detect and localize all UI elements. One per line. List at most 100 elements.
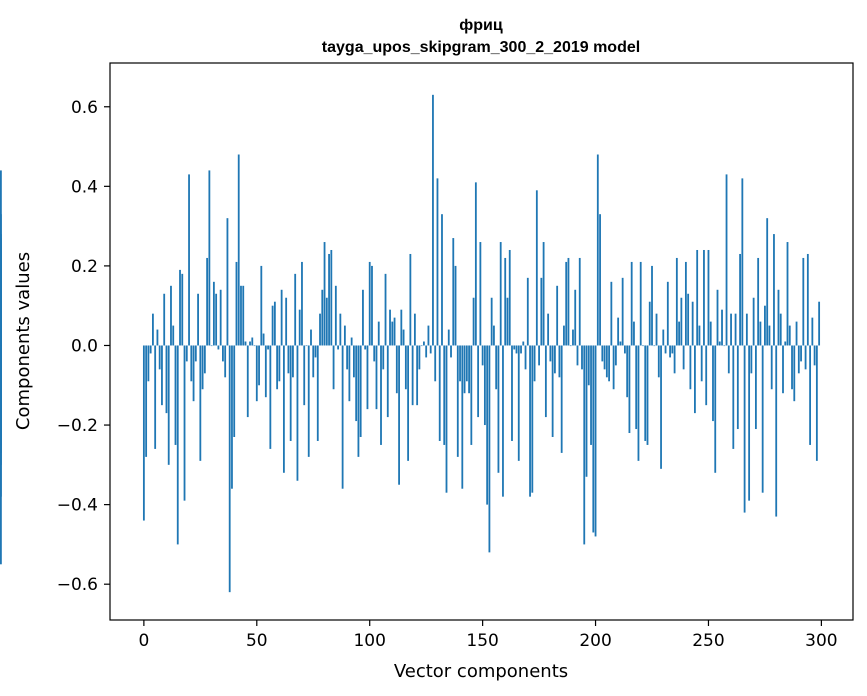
bar-241	[687, 293, 690, 346]
bar-174	[535, 190, 538, 346]
bar-172	[531, 345, 534, 493]
bar-285	[786, 242, 789, 346]
bar-230	[662, 329, 665, 346]
bar-122	[418, 345, 421, 370]
bar-201	[596, 154, 599, 346]
bar-22	[192, 345, 195, 402]
bar-58	[273, 301, 276, 346]
bar-270	[752, 297, 755, 346]
bar-142	[463, 345, 466, 394]
bar-12	[170, 285, 172, 346]
bar-188	[567, 257, 570, 346]
bar-195	[583, 345, 586, 545]
y-tick-label: 0.6	[71, 98, 98, 118]
bar-48	[251, 337, 254, 346]
bar-168	[522, 341, 525, 346]
bar-74	[310, 329, 312, 346]
bar-103	[375, 345, 378, 410]
bar-95	[357, 345, 360, 457]
bar-148	[477, 345, 480, 418]
bar-278	[770, 345, 773, 390]
bar-254	[716, 289, 719, 346]
bar-93	[353, 345, 355, 378]
x-tick-label: 0	[138, 631, 149, 651]
bar-115	[402, 329, 405, 346]
bar-60	[278, 345, 281, 382]
bar-183	[556, 285, 559, 346]
bar-299	[818, 301, 821, 346]
bar-222	[644, 345, 647, 441]
bar-269	[750, 345, 753, 374]
bar-46	[246, 345, 249, 418]
bar-173	[533, 345, 536, 382]
bar-140	[459, 345, 461, 382]
bar-276	[766, 218, 769, 346]
bar-180	[549, 345, 552, 362]
bar-297	[813, 345, 816, 366]
bar-218	[635, 345, 638, 430]
bar-133	[443, 345, 446, 445]
bar-67	[294, 273, 297, 346]
bar-88	[341, 345, 344, 489]
bar-3	[149, 345, 152, 354]
bar-193	[578, 257, 581, 346]
bar-100	[368, 261, 371, 346]
bar-30	[210, 345, 213, 347]
bar-126	[427, 325, 430, 346]
bar-209	[614, 345, 617, 366]
bar-120	[413, 313, 416, 346]
bar-35	[222, 345, 224, 362]
bar-233	[669, 345, 671, 358]
bar-78	[319, 313, 321, 346]
bar-34	[219, 289, 222, 346]
bar-86	[337, 345, 339, 350]
bar-128	[432, 94, 434, 346]
bar-139	[456, 345, 459, 457]
bar-235	[673, 345, 676, 374]
bar-243	[691, 301, 694, 346]
bar-232	[666, 281, 669, 346]
bar-145	[470, 345, 473, 445]
bar-27	[203, 345, 206, 374]
bar-216	[630, 261, 633, 346]
bar-101	[371, 265, 373, 346]
bar-199	[592, 345, 595, 533]
bar-229	[660, 345, 662, 469]
bar-257	[723, 345, 726, 347]
bar-117	[407, 345, 410, 461]
bar-53	[262, 333, 265, 346]
bar-28	[206, 257, 209, 346]
bar-187	[565, 261, 568, 346]
bar-227	[655, 313, 658, 346]
bar-234	[671, 345, 674, 354]
bar-272	[757, 257, 760, 346]
bar-64	[287, 345, 290, 374]
bar-239	[682, 345, 685, 370]
bar-92	[350, 337, 353, 346]
bar-214	[626, 345, 629, 398]
bar-171	[529, 345, 531, 497]
bar-44	[242, 285, 245, 346]
bar-41	[235, 261, 238, 346]
bar-253	[714, 345, 717, 473]
bar-144	[468, 345, 470, 394]
bar-125	[425, 345, 428, 358]
bar-271	[754, 345, 757, 430]
bar-220	[639, 261, 642, 346]
bar-107	[384, 273, 387, 346]
bar-166	[517, 345, 520, 461]
bar-90	[346, 345, 349, 370]
bar-283	[782, 345, 784, 394]
bar-221	[642, 345, 644, 347]
bar-80	[323, 242, 326, 346]
bar-50	[255, 345, 258, 402]
bar-240	[684, 261, 687, 346]
bar-147	[474, 182, 477, 346]
bar-146	[472, 297, 475, 346]
bar-228	[657, 345, 660, 378]
bar-250	[707, 249, 710, 346]
bar-26	[201, 345, 204, 390]
bar-162	[508, 249, 511, 346]
bar-265	[741, 178, 744, 346]
